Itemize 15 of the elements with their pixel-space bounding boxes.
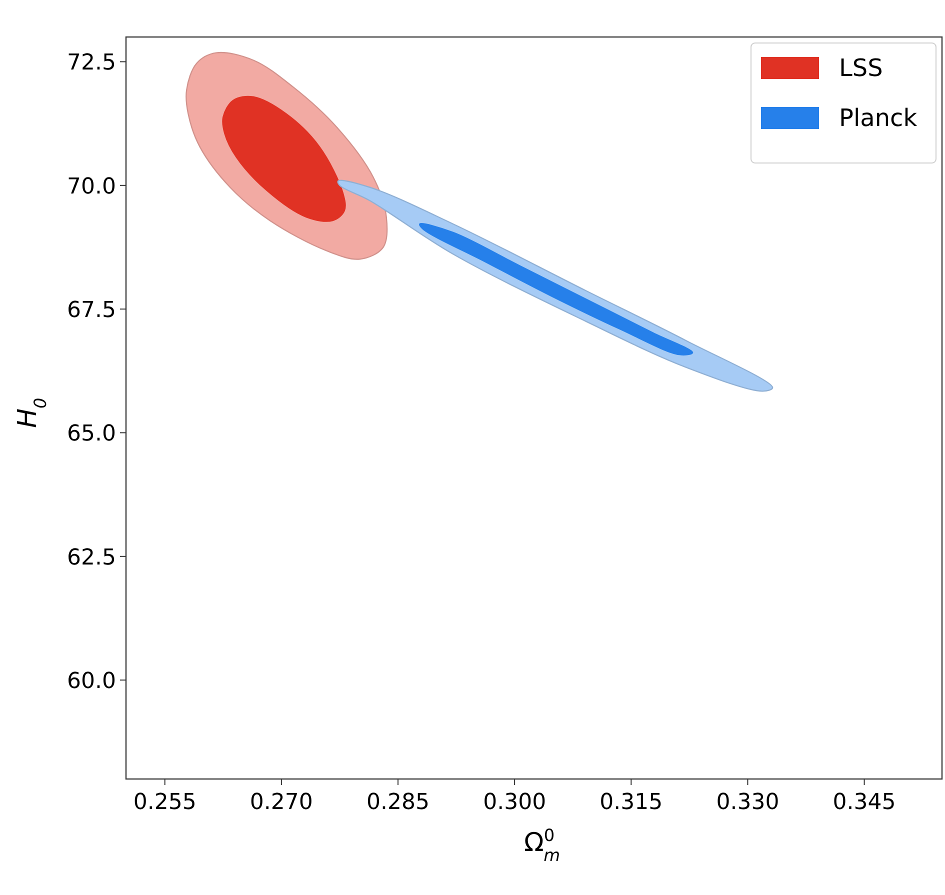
x-tick-label: 0.270 [250, 790, 313, 815]
x-tick-label: 0.285 [366, 790, 430, 815]
y-tick-label: 67.5 [67, 298, 116, 324]
y-tick-label: 62.5 [67, 545, 116, 570]
y-tick-label: 60.0 [67, 669, 116, 694]
y-tick-label: 65.0 [67, 422, 116, 447]
x-tick-label: 0.300 [483, 790, 546, 815]
y-tick-label: 72.5 [67, 50, 116, 76]
x-tick-label: 0.315 [600, 790, 663, 815]
y-tick-label: 70.0 [67, 174, 116, 200]
legend-label: LSS [839, 54, 883, 82]
x-tick-label: 0.330 [716, 790, 780, 815]
x-tick-label: 0.345 [832, 790, 896, 815]
legend-label: Planck [839, 104, 918, 132]
x-tick-label: 0.255 [133, 790, 196, 815]
